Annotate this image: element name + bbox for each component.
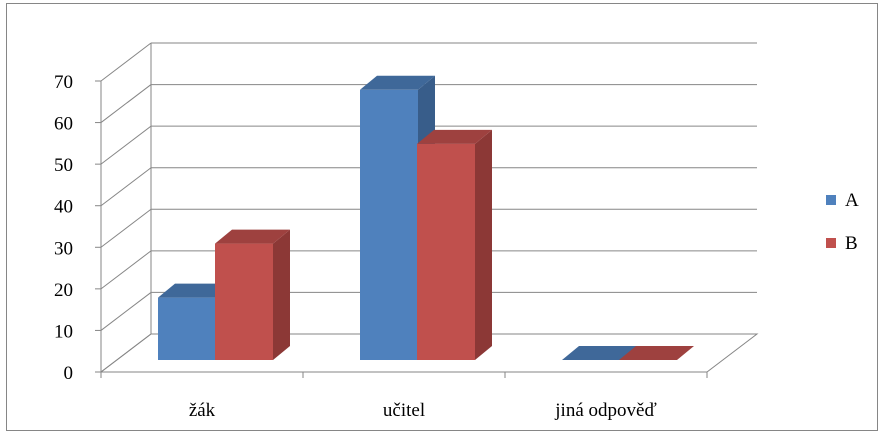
wall-gridline-60 xyxy=(100,84,152,123)
bars xyxy=(158,75,694,361)
y-tick-label: 0 xyxy=(64,363,74,384)
bar-B-jiná odpověď xyxy=(619,346,694,360)
wall-gridline-50 xyxy=(100,125,152,165)
bar-front xyxy=(215,243,273,360)
x-tick-label: učitel xyxy=(383,400,425,421)
wall-gridline-10 xyxy=(100,292,152,331)
bar-B-učitel xyxy=(417,129,492,360)
bar-top xyxy=(158,283,233,298)
bar-front xyxy=(158,297,216,360)
bar-top xyxy=(417,129,492,144)
x-tick-label: jiná odpověď xyxy=(554,400,656,421)
legend-swatch-B xyxy=(826,238,836,248)
y-tick-label: 70 xyxy=(54,72,73,93)
y-tick-label: 20 xyxy=(54,280,73,301)
wall-gridline-40 xyxy=(100,167,152,207)
wall-gridline-30 xyxy=(100,208,152,248)
y-tick-label: 30 xyxy=(54,238,73,259)
y-tick-labels: 0 10 20 30 40 50 60 70 xyxy=(54,72,73,384)
bar-top xyxy=(562,346,637,360)
x-tick-labels: žák učitel jiná odpověď xyxy=(189,400,657,421)
x-tick-label: žák xyxy=(189,400,216,421)
wall-gridline-70 xyxy=(100,42,152,82)
legend-swatch-A xyxy=(826,195,836,205)
axes xyxy=(95,43,708,378)
y-tick-label: 10 xyxy=(54,321,73,342)
bar-B-žák xyxy=(215,229,290,360)
bar-side xyxy=(273,229,290,360)
legend-label: B xyxy=(845,233,858,254)
wall-gridline-20 xyxy=(100,250,152,290)
bar-A-jiná odpověď xyxy=(562,346,637,360)
bar-front xyxy=(360,89,418,361)
legend: AB xyxy=(826,190,859,254)
bar-top xyxy=(360,75,435,90)
wall-gridline-0 xyxy=(100,333,152,373)
legend-label: A xyxy=(845,190,859,211)
y-tick-label: 50 xyxy=(54,155,73,176)
y-tick-label: 40 xyxy=(54,197,73,218)
bar-top xyxy=(215,229,290,244)
bar-top xyxy=(619,346,694,360)
bar-side xyxy=(475,129,492,360)
bar-front xyxy=(417,143,475,360)
y-tick-label: 60 xyxy=(54,114,73,135)
